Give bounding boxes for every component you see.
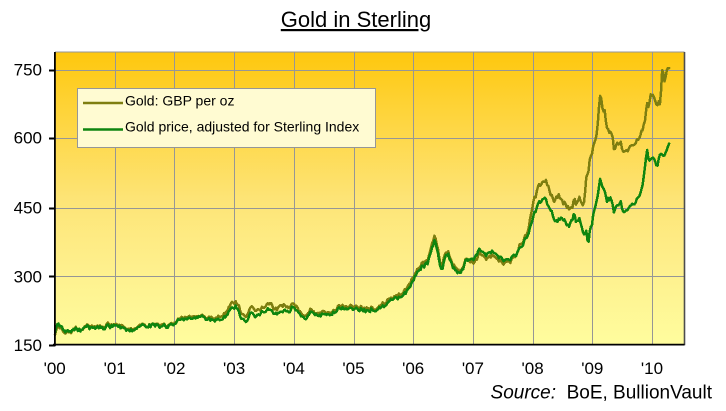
- svg-text:Gold price, adjusted for Sterl: Gold price, adjusted for Sterling Index: [125, 119, 359, 135]
- svg-text:300: 300: [14, 267, 42, 286]
- svg-text:Gold: GBP per oz: Gold: GBP per oz: [125, 93, 234, 109]
- svg-text:'09: '09: [581, 359, 603, 378]
- svg-text:750: 750: [14, 61, 42, 80]
- svg-text:'03: '03: [223, 359, 245, 378]
- svg-text:'01: '01: [104, 359, 126, 378]
- svg-text:600: 600: [14, 129, 42, 148]
- svg-text:'02: '02: [163, 359, 185, 378]
- svg-text:150: 150: [14, 336, 42, 355]
- svg-text:450: 450: [14, 199, 42, 218]
- svg-text:'00: '00: [44, 359, 66, 378]
- svg-text:'05: '05: [342, 359, 364, 378]
- svg-text:'04: '04: [283, 359, 305, 378]
- svg-text:Gold in Sterling: Gold in Sterling: [281, 7, 431, 32]
- svg-text:Source: BoE, BullionVault: Source: BoE, BullionVault: [491, 383, 713, 404]
- svg-text:'06: '06: [402, 359, 424, 378]
- svg-text:'08: '08: [522, 359, 544, 378]
- svg-text:'10: '10: [641, 359, 663, 378]
- svg-text:'07: '07: [462, 359, 484, 378]
